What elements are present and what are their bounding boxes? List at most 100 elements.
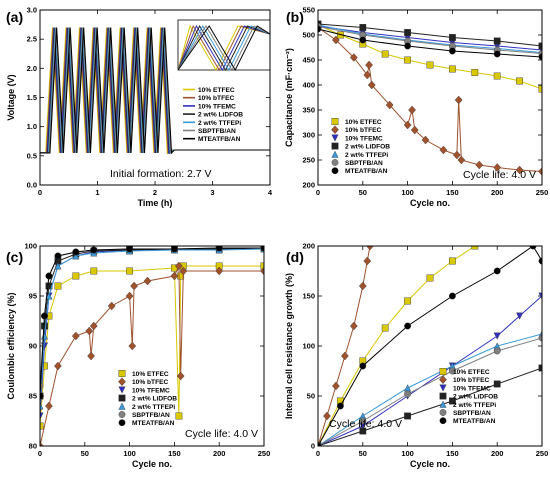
legend-label: 10% ETFEC — [132, 371, 169, 378]
x-tick-label: 100 — [123, 449, 136, 458]
y-tick-label: 1.0 — [27, 122, 37, 131]
series-line — [318, 23, 542, 47]
data-point — [449, 257, 456, 265]
data-point — [341, 351, 349, 361]
x-tick-label: 250 — [536, 449, 549, 458]
data-point — [448, 47, 456, 55]
data-point — [515, 165, 524, 175]
legend-marker — [331, 159, 339, 166]
legend-marker — [439, 384, 447, 392]
data-point — [40, 422, 44, 430]
data-point — [410, 125, 419, 135]
plot-area — [318, 246, 542, 446]
data-point — [359, 362, 367, 370]
data-point — [125, 291, 134, 301]
legend-label: 2 wt% LiDFOB — [453, 394, 498, 401]
x-tick-label: 200 — [491, 449, 504, 458]
series-line — [318, 25, 542, 51]
legend-label: SBPTFB/AN — [132, 412, 170, 419]
y-tick-label: 95 — [29, 292, 37, 301]
y-tick-label: 3.0 — [27, 6, 37, 15]
data-point — [358, 281, 367, 291]
y-tick-label: 0 — [311, 442, 315, 451]
panel-label: (b) — [286, 9, 304, 25]
data-point — [475, 160, 484, 170]
data-point — [404, 297, 411, 305]
data-point — [493, 267, 501, 275]
data-point — [71, 331, 80, 341]
data-point — [171, 246, 178, 253]
legend-label: MTEATFB/AN — [198, 136, 241, 143]
x-axis-label: Cycle no. — [410, 459, 450, 469]
y-tick-label: 2.5 — [27, 35, 37, 44]
data-point — [493, 163, 502, 172]
data-point — [454, 95, 463, 105]
data-point — [363, 70, 372, 80]
y-tick-label: 150 — [302, 292, 315, 301]
data-point — [365, 60, 373, 70]
legend-marker — [439, 392, 447, 400]
data-point — [449, 34, 456, 41]
y-tick-label: 0.0 — [27, 181, 37, 190]
series-line — [318, 24, 542, 53]
legend-label: 2 wt% TTFEPi — [198, 120, 241, 127]
legend-label: MTEATFB/AN — [453, 418, 496, 425]
data-point — [336, 402, 344, 410]
legend-label: 2 wt% LiDFOB — [198, 112, 243, 119]
data-point — [359, 417, 367, 425]
x-tick-label: 0 — [38, 188, 42, 197]
legend-marker — [331, 118, 339, 125]
panel-label: (a) — [6, 9, 23, 25]
data-point — [143, 276, 152, 286]
legend-label: 10% ETFEC — [345, 119, 382, 126]
legend-label: 10% bTFEC — [453, 377, 490, 384]
x-tick-label: 1 — [95, 188, 99, 197]
x-tick-label: 0 — [316, 188, 320, 197]
legend-marker — [331, 134, 339, 142]
legend-marker — [331, 125, 339, 134]
data-point — [349, 53, 358, 62]
series-line — [40, 27, 270, 155]
series-line — [40, 247, 264, 387]
data-point — [385, 100, 394, 110]
data-point — [54, 361, 62, 371]
plot-frame — [39, 9, 271, 186]
y-tick-label: 50 — [307, 392, 315, 401]
data-point — [130, 281, 138, 291]
data-point — [493, 347, 501, 355]
data-point — [54, 282, 62, 290]
data-point — [404, 390, 411, 398]
annotation: Cycle life: 4.0 V — [463, 169, 536, 181]
data-point — [90, 246, 98, 254]
data-point — [72, 272, 80, 280]
legend-label: 2 wt% TTFEPi — [453, 402, 496, 409]
data-point — [403, 120, 412, 130]
data-point — [323, 411, 331, 421]
plot-area — [318, 20, 542, 176]
data-point — [87, 351, 95, 361]
data-point — [90, 267, 98, 275]
x-tick-label: 0 — [38, 449, 42, 458]
data-point — [404, 29, 411, 36]
series-line — [40, 27, 270, 155]
data-point — [493, 50, 501, 58]
data-point — [516, 77, 524, 85]
legend-label: MTEATFB/AN — [132, 420, 175, 427]
data-point — [381, 324, 389, 332]
annotation: Cycle life: 4.0 V — [185, 428, 258, 440]
data-point — [404, 322, 411, 330]
x-tick-label: 50 — [359, 188, 367, 197]
data-point — [175, 261, 183, 271]
series-line — [40, 27, 270, 155]
data-point — [493, 72, 501, 80]
data-point — [45, 292, 53, 300]
legend-label: 10% bTFEC — [198, 95, 235, 102]
legend-marker — [118, 394, 126, 402]
inset-line — [177, 24, 271, 72]
inset-line — [177, 25, 271, 72]
y-tick-label: 400 — [302, 81, 315, 90]
annotation: Cycle life: 4.0 V — [329, 418, 402, 430]
y-tick-label: 450 — [302, 56, 315, 65]
x-tick-label: 50 — [359, 449, 367, 458]
